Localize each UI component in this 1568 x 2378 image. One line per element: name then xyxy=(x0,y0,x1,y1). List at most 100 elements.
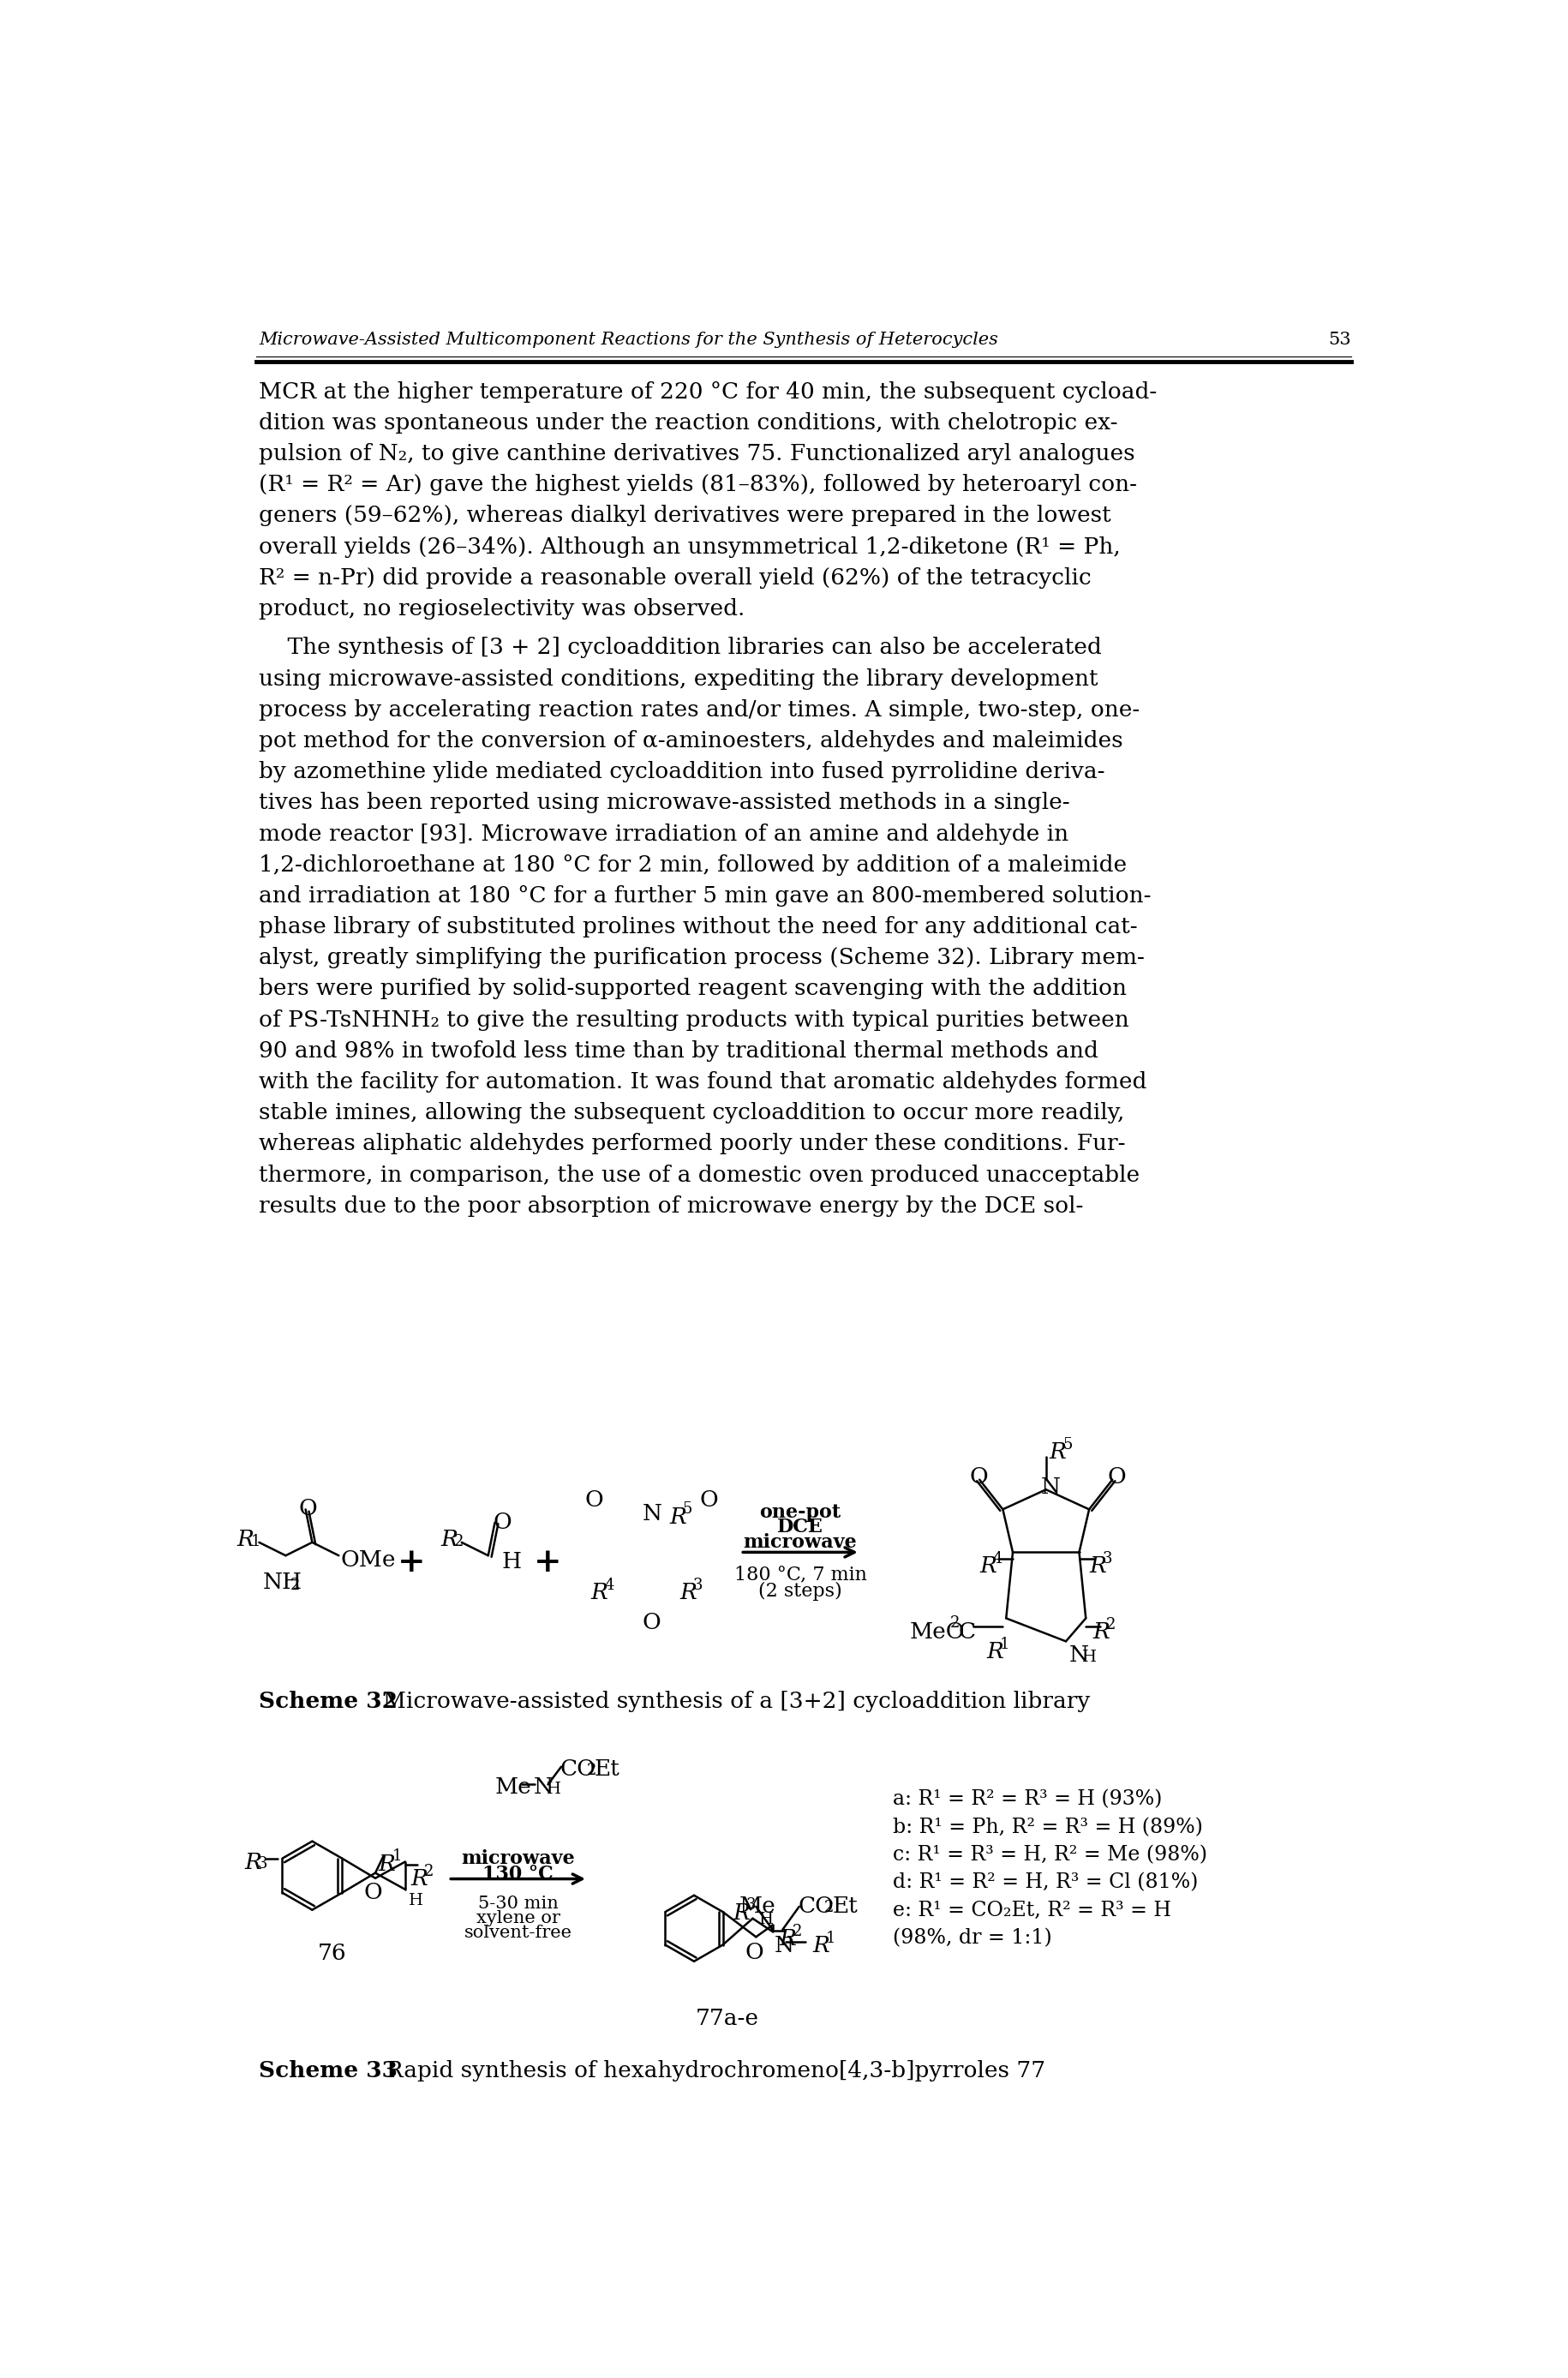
Text: 4: 4 xyxy=(604,1577,615,1593)
Text: 180 °C, 7 min: 180 °C, 7 min xyxy=(734,1565,867,1584)
Text: O: O xyxy=(1107,1467,1126,1489)
Text: 5: 5 xyxy=(682,1608,693,1622)
Text: O: O xyxy=(969,1467,988,1489)
Text: bers were purified by solid-supported reagent scavenging with the addition: bers were purified by solid-supported re… xyxy=(259,977,1127,999)
Text: e: R¹ = CO₂Et, R² = R³ = H: e: R¹ = CO₂Et, R² = R³ = H xyxy=(894,1900,1171,1921)
Text: Et: Et xyxy=(833,1895,858,1917)
Text: N: N xyxy=(643,1503,662,1524)
Text: stable imines, allowing the subsequent cycloaddition to occur more readily,: stable imines, allowing the subsequent c… xyxy=(259,1103,1124,1125)
Text: Et: Et xyxy=(594,1757,619,1779)
Text: (2 steps): (2 steps) xyxy=(759,1581,842,1600)
Text: H: H xyxy=(547,1781,561,1798)
Text: R: R xyxy=(1049,1441,1066,1462)
Text: 1: 1 xyxy=(251,1534,260,1548)
Text: O: O xyxy=(699,1489,718,1510)
Text: results due to the poor absorption of microwave energy by the DCE sol-: results due to the poor absorption of mi… xyxy=(259,1196,1083,1218)
Text: microwave: microwave xyxy=(461,1850,575,1869)
Text: 90 and 98% in twofold less time than by traditional thermal methods and: 90 and 98% in twofold less time than by … xyxy=(259,1039,1099,1061)
Text: 2: 2 xyxy=(453,1534,464,1548)
Text: R: R xyxy=(732,1902,750,1924)
Text: 1,2-dichloroethane at 180 °C for 2 min, followed by addition of a maleimide: 1,2-dichloroethane at 180 °C for 2 min, … xyxy=(259,854,1127,875)
Text: R: R xyxy=(670,1505,687,1527)
Text: 5-30 min: 5-30 min xyxy=(478,1895,558,1912)
Text: CO: CO xyxy=(798,1895,834,1917)
Text: whereas aliphatic aldehydes performed poorly under these conditions. Fur-: whereas aliphatic aldehydes performed po… xyxy=(259,1134,1126,1156)
Text: Microwave-assisted synthesis of a [3+2] cycloaddition library: Microwave-assisted synthesis of a [3+2] … xyxy=(368,1691,1090,1712)
Text: H: H xyxy=(759,1912,775,1926)
Text: O: O xyxy=(492,1512,511,1534)
Text: 4: 4 xyxy=(993,1550,1002,1567)
Text: MCR at the higher temperature of 220 °C for 40 min, the subsequent cycload-: MCR at the higher temperature of 220 °C … xyxy=(259,380,1157,402)
Text: 5: 5 xyxy=(682,1501,693,1517)
Text: O: O xyxy=(585,1489,604,1510)
Bar xyxy=(568,1434,728,1631)
Text: Microwave-Assisted Multicomponent Reactions for the Synthesis of Heterocycles: Microwave-Assisted Multicomponent Reacti… xyxy=(259,333,999,347)
Text: pulsion of N₂, to give canthine derivatives 75. Functionalized aryl analogues: pulsion of N₂, to give canthine derivati… xyxy=(259,442,1135,464)
Text: 2: 2 xyxy=(825,1900,834,1914)
Text: R: R xyxy=(670,1612,687,1634)
Text: N: N xyxy=(1041,1477,1060,1498)
Text: +: + xyxy=(535,1546,561,1579)
Text: Scheme 32: Scheme 32 xyxy=(259,1691,398,1712)
Text: The synthesis of [3 + 2] cycloaddition libraries can also be accelerated: The synthesis of [3 + 2] cycloaddition l… xyxy=(259,637,1102,659)
Text: H: H xyxy=(409,1893,423,1907)
Text: R: R xyxy=(441,1529,458,1550)
Text: R: R xyxy=(779,1929,797,1950)
Text: 2: 2 xyxy=(792,1924,803,1938)
Text: O: O xyxy=(299,1498,318,1520)
Text: R: R xyxy=(1093,1622,1110,1643)
Text: 2: 2 xyxy=(950,1615,960,1631)
Text: 76: 76 xyxy=(318,1943,347,1964)
Text: N: N xyxy=(1069,1646,1088,1667)
Text: process by accelerating reaction rates and/or times. A simple, two-step, one-: process by accelerating reaction rates a… xyxy=(259,699,1140,721)
Text: with the facility for automation. It was found that aromatic aldehydes formed: with the facility for automation. It was… xyxy=(259,1070,1148,1092)
Text: 2: 2 xyxy=(290,1577,299,1593)
Text: 2: 2 xyxy=(586,1762,596,1779)
Text: Scheme 33: Scheme 33 xyxy=(259,2059,398,2081)
Text: O: O xyxy=(364,1881,383,1902)
Text: R: R xyxy=(411,1869,428,1891)
Text: R: R xyxy=(1090,1555,1105,1577)
Text: R: R xyxy=(378,1852,395,1874)
Text: b: R¹ = Ph, R² = R³ = H (89%): b: R¹ = Ph, R² = R³ = H (89%) xyxy=(894,1817,1203,1838)
Text: geners (59–62%), whereas dialkyl derivatives were prepared in the lowest: geners (59–62%), whereas dialkyl derivat… xyxy=(259,504,1112,526)
Text: R: R xyxy=(986,1641,1004,1662)
Text: O: O xyxy=(597,1460,616,1481)
Text: pot method for the conversion of α-aminoesters, aldehydes and maleimides: pot method for the conversion of α-amino… xyxy=(259,730,1123,751)
Text: N: N xyxy=(641,1612,660,1634)
Text: 3: 3 xyxy=(746,1898,756,1912)
Text: alyst, greatly simplifying the purification process (Scheme 32). Library mem-: alyst, greatly simplifying the purificat… xyxy=(259,946,1145,968)
Text: CO: CO xyxy=(560,1757,596,1779)
Text: overall yields (26–34%). Although an unsymmetrical 1,2-diketone (R¹ = Ph,: overall yields (26–34%). Although an uns… xyxy=(259,535,1121,556)
Text: mode reactor [93]. Microwave irradiation of an amine and aldehyde in: mode reactor [93]. Microwave irradiation… xyxy=(259,823,1069,844)
Text: N: N xyxy=(775,1936,795,1957)
Text: d: R¹ = R² = H, R³ = Cl (81%): d: R¹ = R² = H, R³ = Cl (81%) xyxy=(894,1874,1198,1893)
Text: MeO: MeO xyxy=(909,1622,966,1643)
Text: using microwave-assisted conditions, expediting the library development: using microwave-assisted conditions, exp… xyxy=(259,668,1098,690)
Text: (R¹ = R² = Ar) gave the highest yields (81–83%), followed by heteroaryl con-: (R¹ = R² = Ar) gave the highest yields (… xyxy=(259,473,1137,495)
Text: thermore, in comparison, the use of a domestic oven produced unacceptable: thermore, in comparison, the use of a do… xyxy=(259,1165,1140,1187)
Text: R² = n-Pr) did provide a reasonable overall yield (62%) of the tetracyclic: R² = n-Pr) did provide a reasonable over… xyxy=(259,566,1091,587)
Text: phase library of substituted prolines without the need for any additional cat-: phase library of substituted prolines wi… xyxy=(259,916,1138,937)
Text: 3: 3 xyxy=(612,1508,621,1522)
Text: R: R xyxy=(980,1555,997,1577)
Text: O: O xyxy=(643,1612,660,1634)
Text: 1: 1 xyxy=(826,1931,836,1945)
Text: +: + xyxy=(398,1546,426,1579)
Text: microwave: microwave xyxy=(743,1534,858,1553)
Text: 77a-e: 77a-e xyxy=(696,2007,759,2028)
Text: R: R xyxy=(237,1529,254,1550)
Text: O: O xyxy=(745,1943,764,1964)
Text: 2: 2 xyxy=(1105,1617,1115,1631)
Text: R: R xyxy=(245,1852,262,1874)
Text: Me: Me xyxy=(740,1895,776,1917)
Text: R: R xyxy=(574,1569,591,1591)
Text: OMe: OMe xyxy=(340,1548,397,1569)
Text: 4: 4 xyxy=(588,1565,597,1579)
Text: dition was spontaneous under the reaction conditions, with chelotropic ex-: dition was spontaneous under the reactio… xyxy=(259,411,1118,433)
Text: 5: 5 xyxy=(1063,1436,1073,1453)
Text: R: R xyxy=(812,1936,829,1957)
Text: N: N xyxy=(533,1776,554,1798)
Text: 3: 3 xyxy=(693,1577,702,1593)
Text: 3: 3 xyxy=(257,1857,268,1871)
